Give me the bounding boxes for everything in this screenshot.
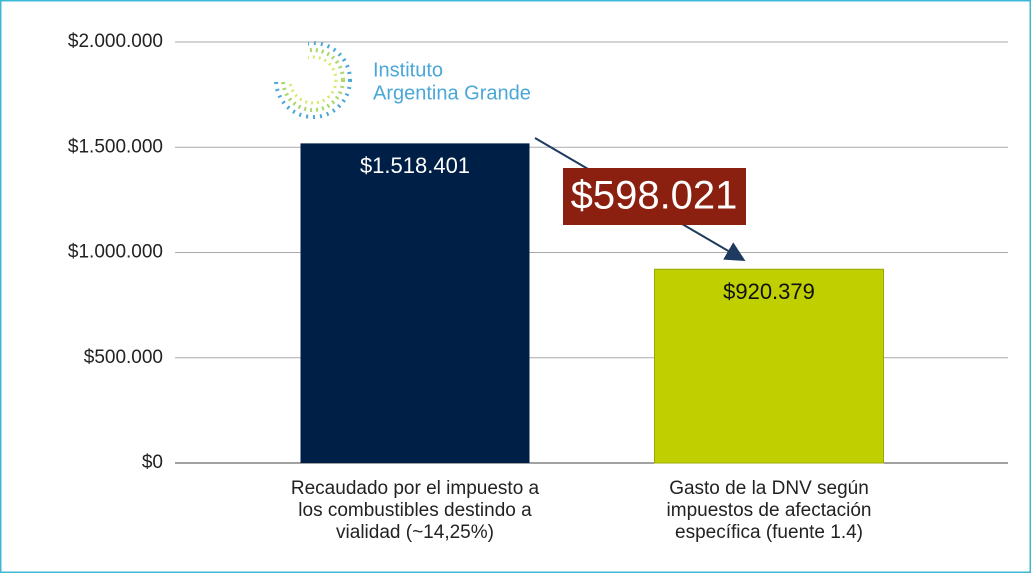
bar: [654, 268, 884, 464]
annotation-box: [563, 168, 746, 225]
annotation: $598.021: [571, 174, 738, 218]
y-tick-label: $2.000.000: [68, 31, 163, 52]
y-tick-label: $1.000.000: [68, 242, 163, 263]
x-tick-label: Gasto de la DNV según impuestos de afect…: [666, 478, 872, 543]
y-tick-label: $1.500.000: [68, 136, 163, 157]
value-label: $1.518.401: [360, 153, 470, 178]
logo-text: Instituto: [373, 59, 443, 81]
y-tick-label: $500.000: [84, 347, 163, 368]
logo-mark: [268, 40, 352, 119]
x-tick-label: Recaudado por el impuesto a los combusti…: [290, 478, 540, 543]
value-label: $920.379: [723, 279, 815, 304]
y-tick-label: $0: [142, 452, 163, 473]
bar: [300, 143, 530, 463]
logo-text: Argentina Grande: [373, 82, 531, 104]
